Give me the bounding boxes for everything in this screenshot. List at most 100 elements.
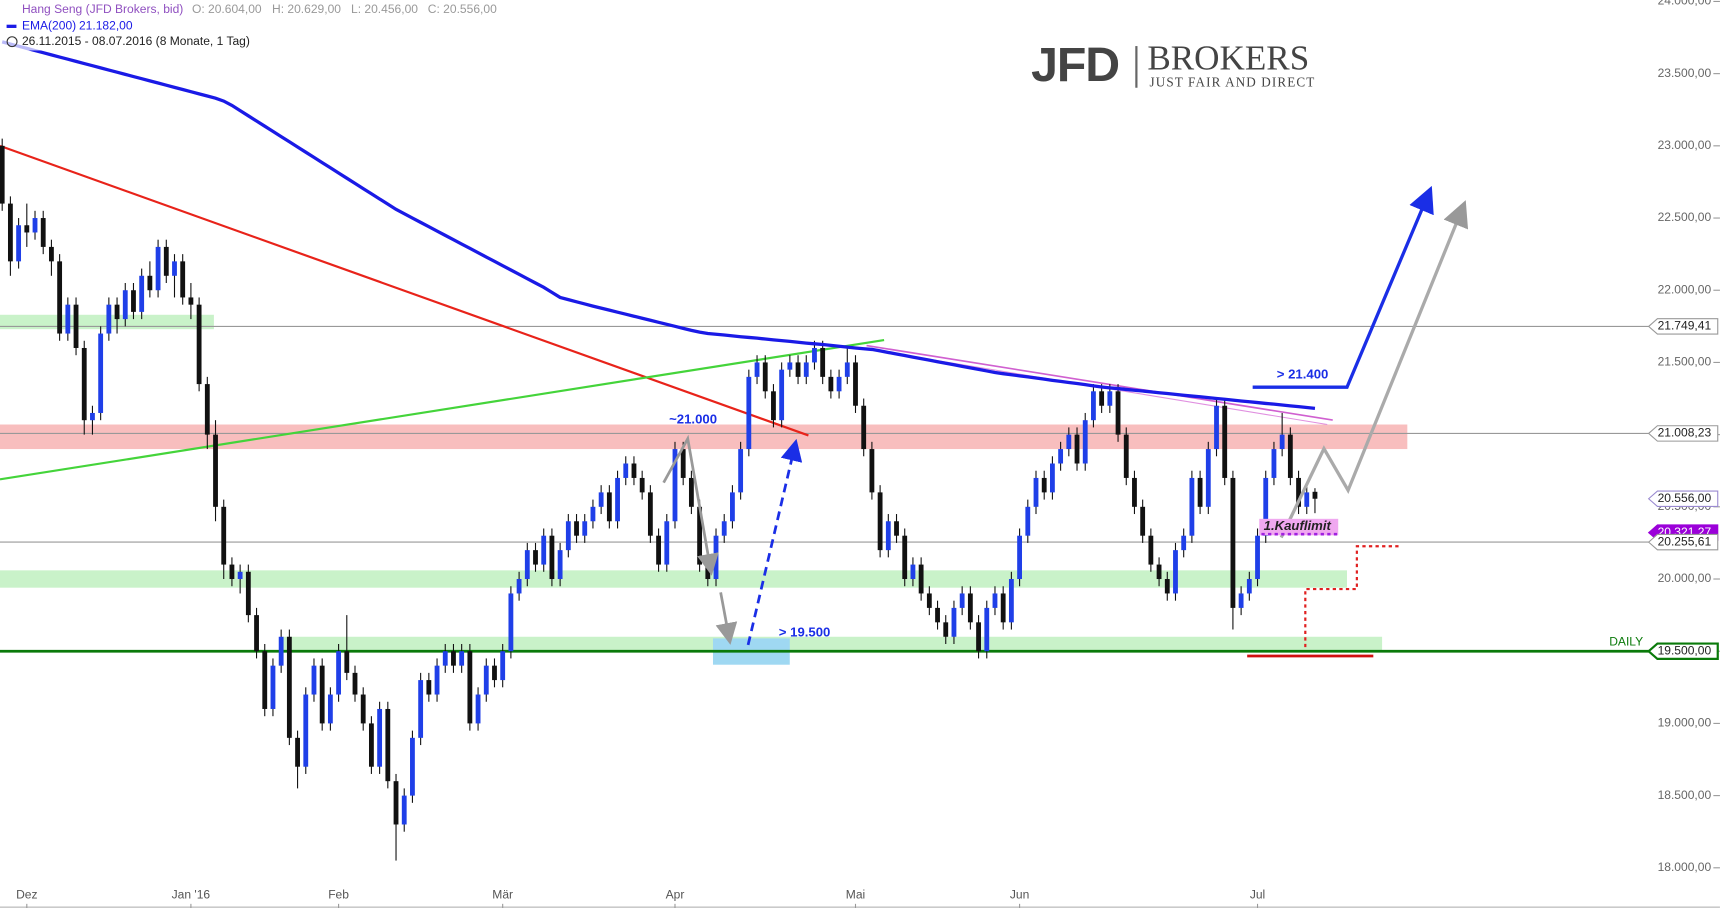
candle-body xyxy=(254,615,259,652)
x-tick-label: Mai xyxy=(846,887,865,901)
candle-body xyxy=(533,550,538,565)
candle-body xyxy=(131,290,136,312)
logo: JUST FAIR AND DIRECT xyxy=(1150,74,1316,89)
candle-body xyxy=(1246,579,1252,594)
candle-body xyxy=(836,376,842,392)
candle-body xyxy=(853,362,858,406)
x-tick-label: Feb xyxy=(328,887,349,901)
candle-body xyxy=(861,405,867,450)
candle-body xyxy=(590,506,596,522)
candle-body xyxy=(344,651,350,673)
candle-body xyxy=(631,463,637,478)
candle-body xyxy=(147,275,153,291)
candle-body xyxy=(352,672,358,695)
candle-body xyxy=(1312,491,1318,499)
candle-body xyxy=(1008,579,1014,623)
candle-body xyxy=(1000,593,1006,623)
candle-body xyxy=(155,246,161,291)
candle-body xyxy=(434,665,440,695)
candles xyxy=(0,138,1318,861)
candle-body xyxy=(524,550,530,580)
candle-body xyxy=(172,261,177,276)
arrow xyxy=(1279,200,1469,539)
candle-body xyxy=(926,593,932,608)
candle-body xyxy=(1049,463,1055,493)
candle-body xyxy=(1132,477,1137,507)
candle-body xyxy=(574,521,579,536)
candle-body xyxy=(885,521,891,551)
zone xyxy=(283,636,1383,652)
candle-body xyxy=(1238,593,1244,608)
candle-body xyxy=(1214,405,1219,450)
candle-body xyxy=(303,694,309,767)
y-tick-label: 24.000,00 xyxy=(1658,0,1712,8)
x-tick-label: Dez xyxy=(16,887,37,901)
candle-body xyxy=(1263,477,1269,536)
candle-body xyxy=(754,362,760,377)
price-tag-label: 20.255,61 xyxy=(1658,534,1712,548)
legend-range: 26.11.2015 - 08.07.2016 (8 Monate, 1 Tag… xyxy=(22,34,250,48)
ema xyxy=(1,40,1316,410)
candle-body xyxy=(803,362,809,377)
candle-body xyxy=(779,369,785,421)
legend-ohlc: C: 20.556,00 xyxy=(428,2,497,16)
candle-body xyxy=(894,521,899,536)
candle-body xyxy=(286,636,292,738)
candle-body xyxy=(0,145,5,204)
candle-body xyxy=(442,651,448,666)
candle-body xyxy=(327,694,333,724)
candle-body xyxy=(1173,550,1178,594)
price-tag-label: 21.008,23 xyxy=(1658,426,1712,440)
x-tick-label: Mär xyxy=(492,887,513,901)
candle-body xyxy=(1271,449,1277,478)
candle-body xyxy=(844,362,850,377)
legend-ohlc: O: 20.604,00 xyxy=(192,2,262,16)
candle-body xyxy=(557,550,563,580)
candle-body xyxy=(951,607,957,637)
candle-body xyxy=(943,622,949,637)
price-tag-label: 19.500,00 xyxy=(1658,643,1712,657)
price-tag xyxy=(1647,425,1719,442)
candle-body xyxy=(467,651,473,724)
candle-body xyxy=(1230,477,1236,608)
candle-body xyxy=(680,449,686,478)
arrow xyxy=(746,438,803,646)
candle-body xyxy=(188,297,194,305)
annotation: ~21.000 xyxy=(669,412,717,427)
candle-body xyxy=(204,384,210,435)
candle-body xyxy=(401,795,407,825)
candle-body xyxy=(976,622,981,652)
arrow xyxy=(1252,185,1434,389)
candle-body xyxy=(812,347,817,363)
candle-body xyxy=(237,571,243,580)
candle-body xyxy=(426,680,432,695)
candle-body xyxy=(1197,477,1203,507)
candle-body xyxy=(139,275,145,312)
candle-body xyxy=(459,651,465,666)
candle-body xyxy=(1148,535,1154,565)
candle-body xyxy=(24,225,30,233)
x-tick-label: Jul xyxy=(1250,887,1265,901)
candle-body xyxy=(1066,434,1072,450)
candle-body xyxy=(721,521,727,536)
candle-body xyxy=(7,203,13,262)
candle-body xyxy=(935,607,940,623)
legend-bg xyxy=(0,0,472,51)
candle-body xyxy=(1091,391,1096,421)
y-tick-label: 18.500,00 xyxy=(1658,788,1712,802)
candle-body xyxy=(336,651,342,695)
candle-body xyxy=(549,535,555,580)
candle-body xyxy=(1279,434,1285,450)
legend-ohlc: L: 20.456,00 xyxy=(351,2,418,16)
candle-body xyxy=(57,261,63,334)
candle-body xyxy=(40,218,46,247)
candle-body xyxy=(1099,391,1105,406)
candle-body xyxy=(910,564,916,580)
candle-body xyxy=(262,651,268,709)
candle-body xyxy=(368,723,374,767)
candle-body xyxy=(1222,405,1228,478)
candle-body xyxy=(106,304,112,334)
candle-body xyxy=(49,246,54,262)
axis: 18.000,00 18.500,00 19.000,00 19.500,00 20.0… xyxy=(16,0,1720,908)
price-tag xyxy=(1647,533,1719,551)
